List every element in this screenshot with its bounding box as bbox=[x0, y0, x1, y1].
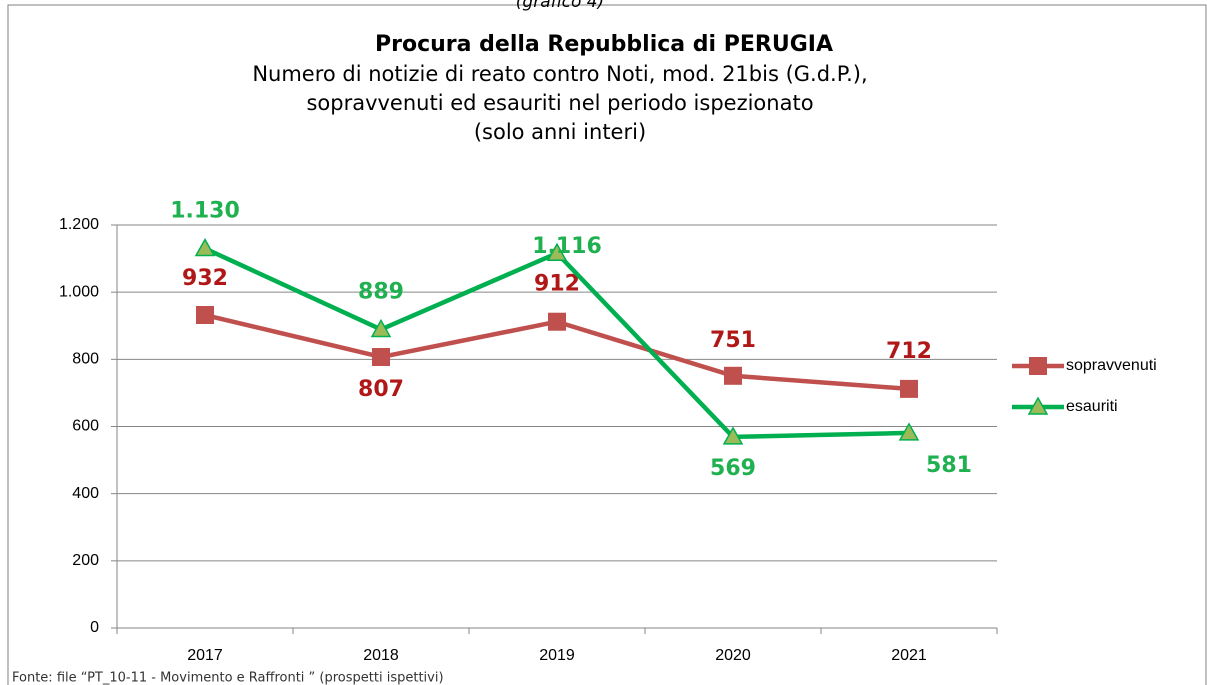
data-label: 932 bbox=[182, 266, 228, 291]
point bbox=[722, 426, 744, 445]
point bbox=[900, 379, 918, 398]
data-label: 1.116 bbox=[532, 234, 602, 259]
data-label: 569 bbox=[710, 456, 756, 481]
y-tick-label: 800 bbox=[72, 351, 99, 368]
chart-subtitle: sopravvenuti ed esauriti nel periodo isp… bbox=[306, 91, 813, 115]
x-tick-label: 2020 bbox=[715, 647, 751, 664]
x-tick-label: 2019 bbox=[539, 647, 575, 664]
point bbox=[370, 318, 392, 338]
legend-label: sopravvenuti bbox=[1066, 357, 1157, 374]
footer: Fonte: file “PT_10-11 - Movimento e Raff… bbox=[12, 671, 444, 685]
x-tick-label: 2018 bbox=[363, 647, 399, 664]
point bbox=[194, 237, 216, 257]
y-tick-label: 600 bbox=[72, 418, 99, 435]
y-tick-label: 1.200 bbox=[59, 216, 99, 233]
data-label: 889 bbox=[358, 279, 404, 304]
data-label: 912 bbox=[534, 272, 580, 297]
data-label: 751 bbox=[710, 328, 756, 353]
chart-subtitle: (solo anni interi) bbox=[474, 120, 646, 144]
x-tick-label: 2017 bbox=[187, 647, 223, 664]
point bbox=[724, 366, 742, 385]
point bbox=[196, 306, 214, 325]
legend-label: esauriti bbox=[1066, 398, 1118, 415]
point bbox=[372, 347, 390, 366]
point bbox=[546, 242, 568, 261]
legend-marker bbox=[1027, 396, 1049, 415]
y-tick-label: 0 bbox=[90, 619, 99, 636]
y-tick-label: 200 bbox=[72, 552, 99, 569]
legend-marker bbox=[1029, 357, 1047, 375]
chart-border bbox=[7, 4, 1207, 685]
chart-title: Procura della Repubblica di PERUGIA bbox=[375, 32, 833, 57]
data-label: 581 bbox=[926, 453, 972, 478]
point bbox=[898, 422, 920, 441]
x-tick-label: 2021 bbox=[891, 647, 927, 664]
chart-subtitle: Numero di notizie di reato contro Noti, … bbox=[252, 62, 867, 86]
data-label: 807 bbox=[358, 377, 404, 402]
y-tick-label: 1.000 bbox=[59, 283, 99, 300]
data-label: 1.130 bbox=[170, 199, 240, 224]
data-label: 712 bbox=[886, 339, 932, 364]
header: (grafico 4) bbox=[516, 0, 604, 12]
point bbox=[548, 312, 566, 331]
y-tick-label: 400 bbox=[72, 485, 99, 502]
